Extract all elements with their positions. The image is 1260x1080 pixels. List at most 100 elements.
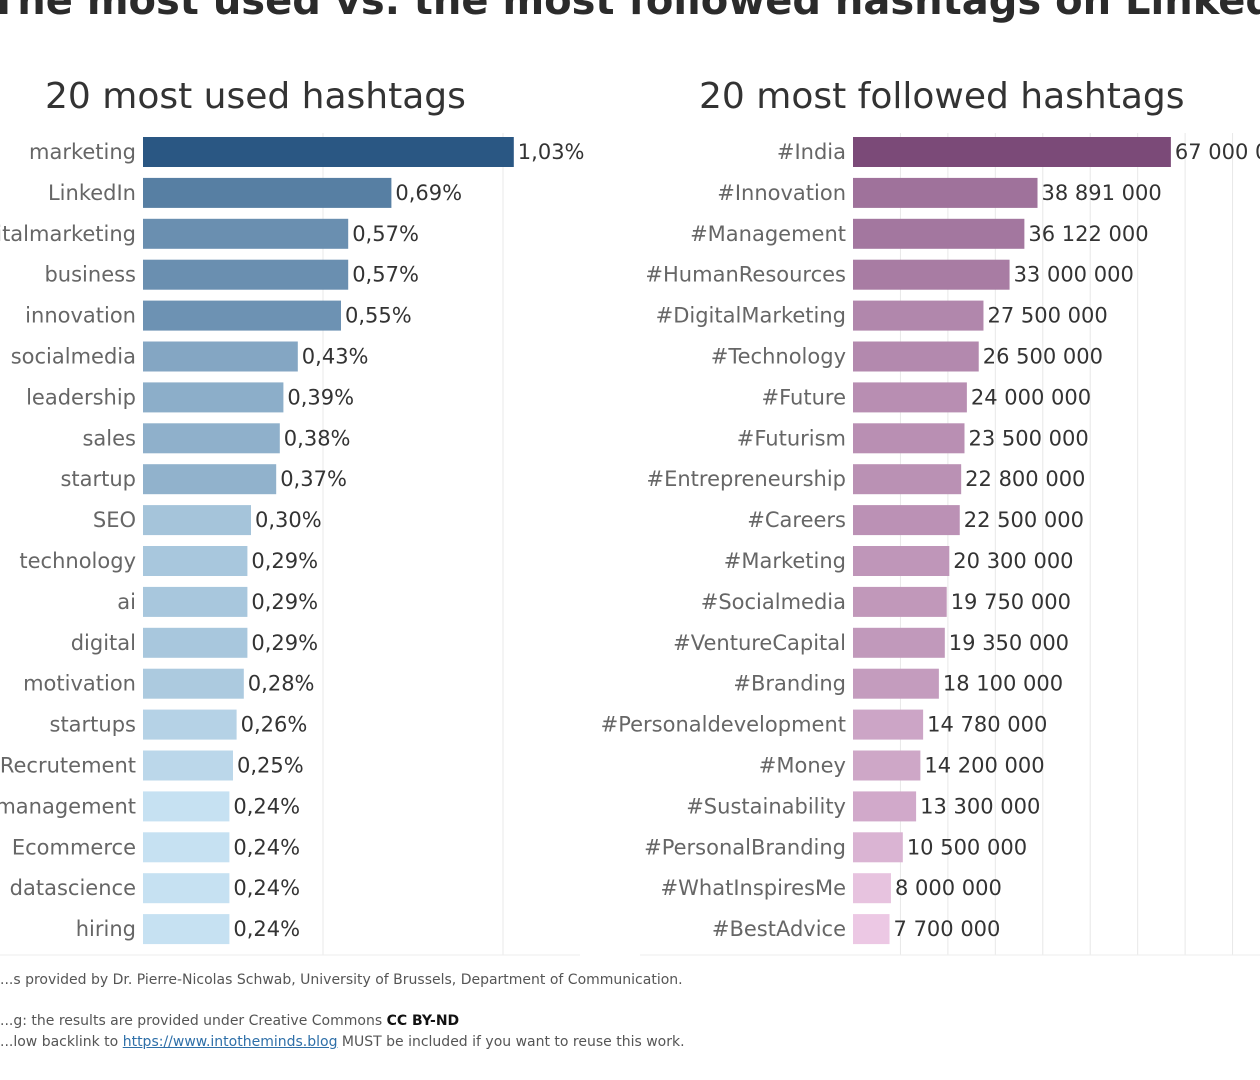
right-category-label: #Futurism	[737, 426, 846, 450]
right-category-label: #VentureCapital	[673, 631, 846, 655]
left-bar	[143, 668, 244, 699]
right-bar	[853, 832, 903, 863]
backlink-link[interactable]: https://www.intotheminds.blog	[122, 1034, 338, 1050]
right-bar	[853, 546, 950, 576]
right-bar	[853, 586, 947, 617]
left-value-label: 0,24%	[233, 876, 300, 900]
left-category-label: leadership	[26, 385, 136, 409]
left-bar	[143, 873, 230, 904]
left-value-label: 0,29%	[251, 590, 318, 614]
right-category-label: #Sustainability	[686, 794, 846, 818]
left-value-label: 0,24%	[233, 835, 300, 859]
right-category-label: #Technology	[711, 345, 846, 369]
left-bar	[143, 546, 248, 576]
left-category-label: LinkedIn	[48, 181, 136, 205]
right-bar	[853, 505, 960, 536]
left-category-label: management	[0, 794, 136, 818]
left-bar	[143, 300, 341, 331]
right-bar	[853, 873, 891, 904]
right-value-label: 20 300 000	[953, 549, 1073, 573]
left-value-label: 0,43%	[302, 345, 369, 369]
right-bar	[853, 791, 917, 822]
footer-source: ...s provided by Dr. Pierre-Nicolas Schw…	[0, 972, 683, 988]
left-category-label: digitalmarketing	[0, 222, 136, 246]
right-value-label: 19 750 000	[951, 590, 1071, 614]
left-value-label: 0,29%	[251, 549, 318, 573]
right-chart-title: 20 most followed hashtags	[699, 76, 1185, 117]
right-bar	[853, 341, 979, 372]
right-bar	[853, 627, 945, 658]
left-category-label: SEO	[93, 508, 136, 532]
left-bar	[143, 382, 284, 413]
right-bar	[853, 914, 890, 945]
left-value-label: 0,30%	[255, 508, 322, 532]
right-bar	[853, 177, 1038, 208]
right-value-label: 22 800 000	[965, 467, 1085, 491]
right-bar	[853, 259, 1010, 290]
left-chart-title: 20 most used hashtags	[45, 76, 466, 117]
left-value-label: 0,38%	[284, 426, 351, 450]
right-category-label: #PersonalBranding	[644, 835, 846, 859]
right-value-label: 7 700 000	[894, 917, 1001, 941]
right-value-label: 36 122 000	[1028, 222, 1148, 246]
right-category-label: #Careers	[747, 508, 846, 532]
left-category-label: innovation	[25, 304, 136, 328]
left-bar	[143, 627, 248, 658]
right-bar	[853, 137, 1171, 167]
left-value-label: 0,39%	[287, 385, 354, 409]
right-category-label: #DigitalMarketing	[656, 304, 846, 328]
right-bar	[853, 750, 921, 781]
right-bar	[853, 218, 1025, 249]
left-value-label: 0,69%	[395, 181, 462, 205]
right-category-label: #Branding	[733, 672, 846, 696]
right-value-label: 18 100 000	[943, 672, 1063, 696]
right-value-label: 26 500 000	[983, 345, 1103, 369]
left-bar	[143, 709, 237, 740]
left-bar	[143, 791, 230, 822]
left-value-label: 0,26%	[241, 713, 308, 737]
left-category-label: Ecommerce	[12, 835, 136, 859]
hashtag-bar-charts: marketing 1,03% LinkedIn 0,69% digitalmarket…	[0, 133, 1260, 956]
left-category-label: datascience	[10, 876, 136, 900]
right-value-label: 14 780 000	[927, 713, 1047, 737]
right-value-label: 14 200 000	[924, 754, 1044, 778]
right-bar	[853, 709, 924, 740]
left-bar	[143, 832, 230, 863]
right-category-label: #Entrepreneurship	[646, 467, 846, 491]
left-category-label: motivation	[23, 672, 136, 696]
left-value-label: 0,37%	[280, 467, 347, 491]
left-value-label: 0,57%	[352, 263, 419, 287]
left-category-label: sales	[82, 426, 136, 450]
right-value-label: 24 000 000	[971, 385, 1091, 409]
footer-license-prefix: ...g: the results are provided under Cre…	[0, 1013, 387, 1029]
footer-license: ...g: the results are provided under Cre…	[0, 1013, 459, 1029]
left-value-label: 0,57%	[352, 222, 419, 246]
left-bar	[143, 137, 514, 167]
right-category-label: #Management	[690, 222, 846, 246]
right-value-label: 23 500 000	[968, 426, 1088, 450]
left-value-label: 0,24%	[233, 794, 300, 818]
left-category-label: business	[44, 263, 136, 287]
right-bar	[853, 464, 962, 495]
right-value-label: 10 500 000	[907, 835, 1027, 859]
right-value-label: 19 350 000	[949, 631, 1069, 655]
left-category-label: marketing	[29, 140, 136, 164]
footer-backlink-suffix: MUST be included if you want to reuse th…	[337, 1034, 685, 1050]
right-value-label: 38 891 000	[1042, 181, 1162, 205]
right-bar	[853, 382, 967, 413]
right-category-label: #India	[777, 140, 846, 164]
right-category-label: #BestAdvice	[712, 917, 846, 941]
left-category-label: socialmedia	[11, 345, 136, 369]
left-bar	[143, 750, 233, 781]
left-value-label: 0,55%	[345, 304, 412, 328]
left-category-label: Recrutement	[0, 754, 136, 778]
right-value-label: 22 500 000	[964, 508, 1084, 532]
left-bar	[143, 177, 392, 208]
left-category-label: digital	[71, 631, 136, 655]
left-bar	[143, 218, 349, 249]
right-category-label: #Innovation	[717, 181, 846, 205]
right-value-label: 8 000 000	[895, 876, 1002, 900]
left-bar	[143, 341, 298, 372]
footer-license-name: CC BY-ND	[386, 1013, 460, 1029]
left-bar	[143, 423, 280, 454]
